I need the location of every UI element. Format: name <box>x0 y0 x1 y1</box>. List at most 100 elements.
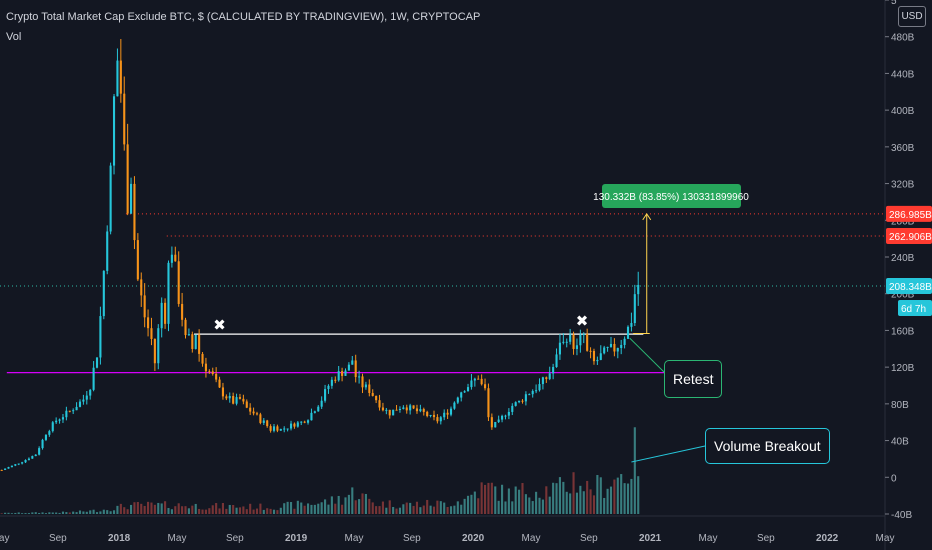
candle-body <box>266 420 269 427</box>
volume-bar <box>392 506 395 514</box>
volume-bar <box>620 474 623 514</box>
volume-bar <box>453 505 456 514</box>
volume-bar <box>524 494 527 514</box>
candle-body <box>24 459 27 463</box>
candle-body <box>569 334 572 342</box>
volume-bar <box>402 504 405 514</box>
candle-body <box>150 328 153 339</box>
volume-bar <box>235 507 238 514</box>
volume-bar <box>613 479 616 514</box>
volume-bar <box>228 504 231 514</box>
volume-indicator-label[interactable]: Vol <box>6 31 22 43</box>
volume-bar <box>48 512 51 514</box>
candle-body <box>334 379 337 381</box>
volume-bar <box>218 508 221 514</box>
candle-body <box>596 359 599 362</box>
candle-body <box>620 344 623 349</box>
volume-bar <box>21 513 24 514</box>
volume-bar <box>7 512 10 514</box>
candle-body <box>603 347 606 354</box>
volume-bar <box>129 504 133 514</box>
candle-body <box>201 353 204 364</box>
candle-body <box>415 408 419 412</box>
volume-bar <box>24 513 27 514</box>
candle-body <box>572 334 575 349</box>
currency-button[interactable]: USD <box>898 6 926 27</box>
volume-bar <box>252 509 255 514</box>
candle-body <box>589 350 592 352</box>
volume-bar <box>157 502 160 514</box>
candle-body <box>245 401 248 408</box>
volume-bar <box>518 489 521 514</box>
volume-bar <box>511 501 514 514</box>
candle-body <box>136 240 139 280</box>
volume-bar <box>477 498 480 514</box>
volume-bar <box>586 480 589 514</box>
volume-bar <box>238 507 242 514</box>
volume-bar <box>164 501 167 514</box>
volume-bar <box>269 508 272 514</box>
y-tick-label: 400B <box>891 106 915 117</box>
volume-bar <box>187 508 190 514</box>
volume-bar <box>324 499 327 514</box>
volume-bar <box>177 503 180 514</box>
volume-bar <box>123 507 126 514</box>
candle-body <box>225 396 228 399</box>
volume-bar <box>535 491 538 514</box>
countdown-badge: 6d 7h <box>901 304 926 315</box>
candle-body <box>483 384 487 389</box>
volume-bar <box>637 476 640 514</box>
volume-bar <box>344 497 347 514</box>
candle-body <box>562 341 565 343</box>
volume-bar <box>174 506 177 514</box>
volume-bar <box>558 477 561 514</box>
candle-body <box>347 364 350 371</box>
volume-bar <box>119 503 122 514</box>
x-tick-label: Sep <box>226 533 244 544</box>
candle-body <box>412 405 415 409</box>
candle-body <box>501 415 504 420</box>
candle-body <box>599 353 602 360</box>
measure-label: 130.332B (83.85%) 130331899960 <box>593 192 749 203</box>
volume-bars <box>0 427 640 514</box>
candle-body <box>507 411 510 416</box>
candle-body <box>633 294 636 324</box>
volume-bar <box>38 512 41 514</box>
volume-bar <box>160 503 163 514</box>
volume-bar <box>545 486 548 514</box>
volume-bar <box>603 497 606 514</box>
x-marker-right: ✖ <box>576 312 589 330</box>
volume-bar <box>112 510 116 514</box>
candle-body <box>575 345 579 349</box>
volume-bar <box>242 506 245 514</box>
y-tick-label: 80B <box>891 400 909 411</box>
candle-body <box>453 402 456 409</box>
volume-bar <box>579 485 582 514</box>
volume-bar <box>347 494 350 514</box>
candle-body <box>92 367 95 390</box>
volume-bar <box>409 502 412 514</box>
volume-bar <box>61 511 65 514</box>
candle-body <box>38 448 41 455</box>
candle-body <box>272 426 276 431</box>
candle-body <box>153 338 156 364</box>
volume-bar <box>633 427 636 514</box>
volume-bar <box>116 505 119 514</box>
candle-body <box>327 385 330 390</box>
candle-body <box>119 60 122 94</box>
volume-bar <box>320 502 323 514</box>
candle-body <box>368 384 371 393</box>
candle-body <box>194 334 197 349</box>
volume-bar <box>68 512 71 514</box>
candle-body <box>51 422 54 432</box>
volume-bar <box>313 504 316 514</box>
candle-body <box>293 423 296 427</box>
volume-bar <box>412 505 415 514</box>
candle-body <box>7 467 10 469</box>
volume-bar <box>225 508 228 514</box>
candle-body <box>72 410 75 412</box>
volume-bar <box>194 503 197 514</box>
volume-bar <box>17 512 20 514</box>
volume-bar <box>89 510 92 514</box>
